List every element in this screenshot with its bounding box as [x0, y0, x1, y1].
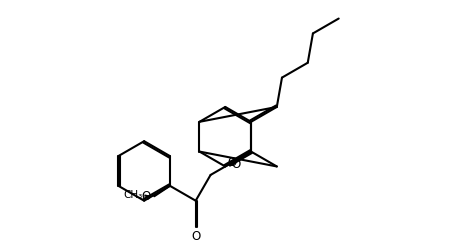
- Text: O: O: [231, 158, 241, 171]
- Text: O: O: [228, 156, 237, 169]
- Text: O: O: [141, 190, 151, 203]
- Text: O: O: [191, 231, 201, 243]
- Text: CH₃: CH₃: [123, 190, 142, 200]
